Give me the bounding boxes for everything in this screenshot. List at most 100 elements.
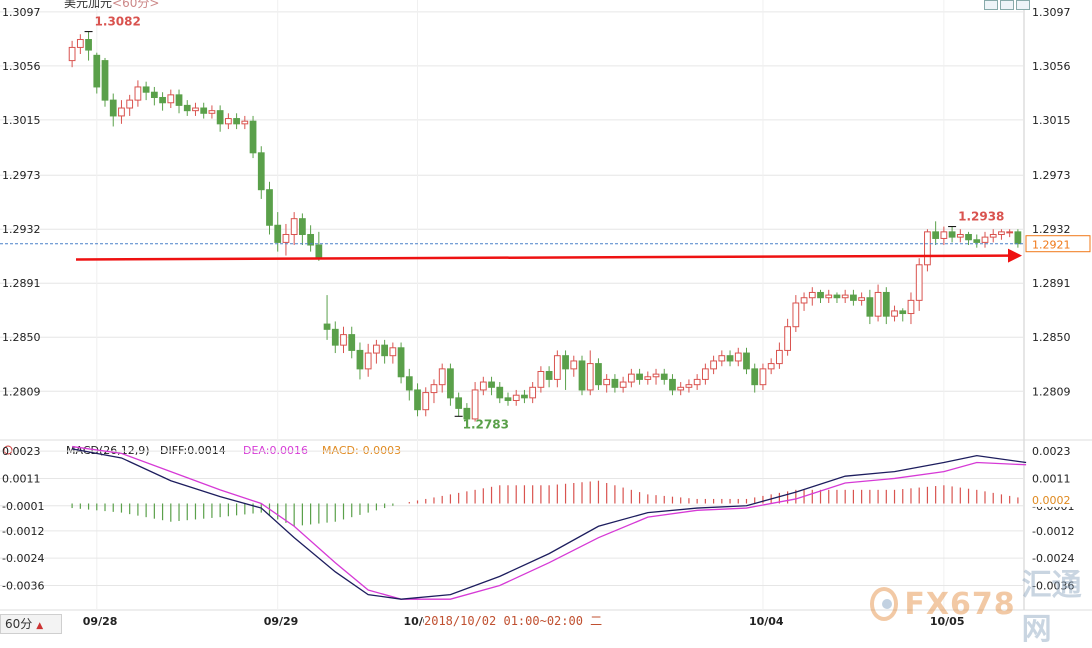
candle-body bbox=[973, 239, 981, 243]
watermark-cn: 汇通网 bbox=[1021, 568, 1082, 647]
candle-body bbox=[669, 378, 676, 391]
date-tick-label: 10/05 bbox=[930, 615, 965, 628]
toolbar-zoom-in-icon[interactable] bbox=[984, 0, 998, 10]
toolbar-settings-icon[interactable] bbox=[1016, 0, 1030, 10]
candle-body bbox=[882, 291, 890, 317]
candle-body bbox=[562, 355, 569, 370]
candle-body bbox=[249, 120, 257, 154]
candle-body bbox=[759, 368, 767, 386]
candle-body bbox=[784, 326, 791, 351]
last-price-label: 1.2921 bbox=[1032, 239, 1071, 252]
candle-body bbox=[68, 46, 76, 62]
price-tick-left: 1.2809 bbox=[2, 385, 41, 398]
candle-body bbox=[307, 233, 314, 246]
candle-body bbox=[364, 352, 372, 370]
price-tick-left: 1.2932 bbox=[2, 223, 41, 236]
candle-body bbox=[200, 107, 208, 114]
candle-body bbox=[726, 355, 734, 362]
candle-body bbox=[192, 107, 199, 112]
chevron-up-icon: ▲ bbox=[36, 621, 44, 631]
high-annotation: 1.2938 bbox=[958, 210, 1004, 224]
candle-body bbox=[627, 373, 635, 383]
candle-body bbox=[891, 310, 898, 317]
candle-body bbox=[545, 370, 553, 380]
price-tick-left: 1.3056 bbox=[2, 60, 41, 73]
price-tick-right: 1.2891 bbox=[1032, 277, 1071, 290]
candle-body bbox=[948, 231, 956, 238]
candle-body bbox=[159, 96, 166, 104]
candle-body bbox=[150, 91, 158, 98]
candle-body bbox=[257, 152, 265, 191]
candle-body bbox=[529, 386, 537, 399]
candle-body bbox=[537, 370, 545, 388]
macd-last-label: 0.0002 bbox=[1032, 494, 1071, 507]
candle-body bbox=[981, 236, 989, 243]
candle-body bbox=[751, 368, 759, 386]
candle-body bbox=[479, 381, 487, 391]
price-tick-right: 1.2850 bbox=[1032, 331, 1071, 344]
trend-arrow-head bbox=[1008, 248, 1022, 263]
candle-body bbox=[685, 384, 693, 388]
period-select-label: 60分 bbox=[5, 617, 33, 631]
candle-body bbox=[718, 355, 726, 362]
candle-body bbox=[216, 110, 224, 125]
candle-body bbox=[808, 291, 816, 299]
candle-body bbox=[405, 376, 413, 391]
macd-tick-left: -0.0012 bbox=[2, 525, 44, 538]
candle-body bbox=[858, 297, 866, 301]
macd-pane: MACD(26,12,9) DIFF:0.0014 DEA:0.0016 MACD:-… bbox=[0, 444, 1090, 600]
candle-body bbox=[907, 299, 915, 315]
candle-body bbox=[109, 99, 117, 117]
macd-settings-icon[interactable] bbox=[3, 445, 13, 455]
candle-body bbox=[282, 233, 290, 243]
price-tick-right: 1.2809 bbox=[1032, 385, 1071, 398]
macd-tick-left: -0.0036 bbox=[2, 580, 44, 593]
candle-body bbox=[652, 373, 660, 378]
candle-body bbox=[841, 294, 849, 299]
candle-body bbox=[438, 368, 446, 386]
macd-tick-right: -0.0036 bbox=[1032, 580, 1074, 593]
macd-value-label: MACD:-0.0003 bbox=[322, 444, 401, 457]
hover-time-tooltip: 2018/10/02 01:00~02:00 二 bbox=[424, 612, 603, 629]
candle-body bbox=[430, 384, 438, 394]
candle-body bbox=[290, 218, 298, 235]
candle-body bbox=[915, 264, 923, 301]
period-select-button[interactable]: 60分 ▲ bbox=[0, 614, 62, 634]
candle-body bbox=[800, 297, 808, 304]
toolbar-zoom-out-icon[interactable] bbox=[1000, 0, 1014, 10]
candle-body bbox=[381, 344, 389, 357]
candle-body bbox=[965, 233, 972, 241]
candle-body bbox=[76, 39, 84, 48]
symbol-label: 美元加元 bbox=[64, 0, 113, 10]
candle-body bbox=[956, 233, 964, 238]
macd-diff-label: DIFF:0.0014 bbox=[160, 444, 226, 457]
candle-body bbox=[792, 302, 800, 328]
candle-body bbox=[340, 334, 347, 346]
macd-tick-right: -0.0012 bbox=[1032, 525, 1074, 538]
candle-body bbox=[93, 54, 101, 88]
candle-body bbox=[118, 107, 125, 117]
candle-body bbox=[940, 231, 948, 239]
candle-body bbox=[331, 328, 339, 346]
candle-body bbox=[693, 378, 701, 386]
candle-body bbox=[644, 376, 652, 380]
macd-tick-left: 0.0011 bbox=[2, 472, 41, 485]
candle-body bbox=[224, 118, 232, 125]
candle-body bbox=[512, 394, 520, 401]
candle-body bbox=[134, 86, 142, 101]
price-tick-left: 1.2850 bbox=[2, 331, 41, 344]
candle-body bbox=[998, 231, 1005, 235]
candle-body bbox=[767, 363, 775, 370]
price-tick-left: 1.3097 bbox=[2, 6, 41, 19]
chart-title: 美元加元<60分> bbox=[64, 0, 159, 11]
candle-body bbox=[356, 349, 364, 370]
candle-body bbox=[175, 94, 183, 106]
candle-body bbox=[578, 360, 586, 391]
candle-body bbox=[710, 360, 717, 370]
candle-body bbox=[874, 291, 882, 317]
candle-body bbox=[1006, 231, 1014, 234]
candle-body bbox=[299, 218, 306, 235]
